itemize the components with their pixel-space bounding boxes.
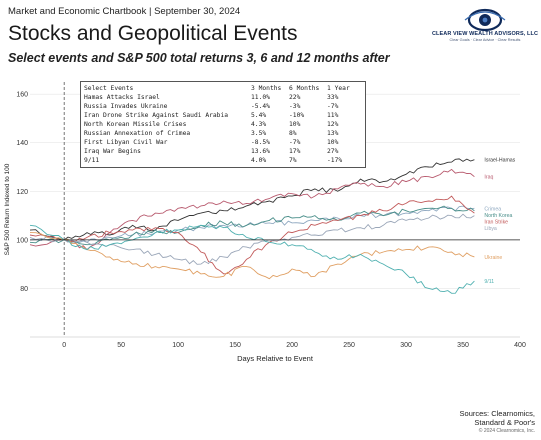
source-note: Sources: Clearnomics, Standard & Poor's [460,409,535,427]
table-cell: Iran Drone Strike Against Saudi Arabia [84,112,229,119]
eye-logo-icon [464,8,506,32]
logo-tagline: Clear Goals · Clear Advice · Clear Resul… [449,38,521,42]
series-label: Crimea [484,206,501,212]
table-row: Russian Annexation of Crimea 3.5% 8% 13% [81,130,365,138]
table-cell: Russia Invades Ukraine [84,103,168,110]
chart-subtitle: Select events and S&P 500 total returns … [8,51,390,65]
table-cell: -7% [327,103,339,110]
table-cell: 7% [289,157,297,164]
logo-name: CLEAR VIEW WEALTH ADVISORS, LLC [431,31,539,37]
chartbook-header: Market and Economic Chartbook | Septembe… [8,6,241,17]
y-tick-label: 120 [16,189,28,196]
source-line-1: Sources: Clearnomics, [459,409,535,418]
y-tick-label: 80 [20,286,28,293]
x-tick-label: 350 [457,342,469,349]
table-cell: 10% [327,139,339,146]
table-cell: 3.5% [251,130,267,137]
x-tick-label: 0 [62,342,66,349]
table-cell: -5.4% [251,103,270,110]
table-cell: 9/11 [84,157,100,164]
series-label: Iran Strike [484,219,508,225]
x-tick-label: 100 [172,342,184,349]
axes: 80 100 120 140 160 0 50 100 150 200 250 300 350 400 [16,82,526,349]
series-line [29,195,475,275]
series-line [29,232,475,280]
table-cell: 4.3% [251,121,267,128]
table-cell: 10% [289,121,301,128]
series-label: Iraq [484,175,493,181]
table-row: Iraq War Begins 13.6% 17% 27% [81,148,365,156]
table-header-cell: Select Events [84,85,134,92]
x-tick-label: 50 [117,342,125,349]
table-cell: -8.5% [251,139,270,146]
series-line [29,205,475,246]
x-tick-label: 150 [229,342,241,349]
series-label: North Korea [484,213,512,219]
table-row: First Libyan Civil War -8.5% -7% 10% [81,139,365,147]
table-cell: 4.0% [251,157,267,164]
table-cell: 11% [327,112,339,119]
series-label: Libya [484,226,497,232]
table-cell: 13% [327,130,339,137]
series-line [29,168,475,251]
table-header-cell: 1 Year [327,85,350,92]
table-header-cell: 6 Months [289,85,320,92]
table-cell: -7% [289,139,301,146]
table-cell: 33% [327,94,339,101]
table-cell: 5.4% [251,112,267,119]
series-label: Israel-Hamas [484,158,515,164]
table-cell: North Korean Missile Crises [84,121,187,128]
table-cell: 11.0% [251,94,270,101]
table-cell: Hamas Attacks Israel [84,94,160,101]
series-line [29,224,475,294]
series-line [29,158,475,241]
y-tick-label: 140 [16,140,28,147]
series-label: Ukraine [484,255,502,261]
series-line [29,213,475,265]
table-cell: -17% [327,157,343,164]
table-cell: 22% [289,94,301,101]
table-cell: Iraq War Begins [84,148,141,155]
table-cell: -3% [289,103,301,110]
table-cell: 12% [327,121,339,128]
table-header-cell: 3 Months [251,85,282,92]
events-returns-table: Select Events 3 Months 6 Months 1 Year Hamas… [80,81,366,168]
y-tick-label: 160 [16,92,28,99]
table-cell: First Libyan Civil War [84,139,168,146]
x-tick-label: 200 [286,342,298,349]
chart-title: Stocks and Geopolitical Events [8,22,298,45]
table-row: 9/11 4.0% 7% -17% [81,157,365,165]
x-axis-label: Days Relative to Event [237,354,314,363]
x-tick-label: 300 [400,342,412,349]
table-row: Russia Invades Ukraine -5.4% -3% -7% [81,103,365,111]
source-line-2: Standard & Poor's [474,418,535,427]
series-lines [29,158,475,294]
table-header-row: Select Events 3 Months 6 Months 1 Year [81,85,365,93]
table-cell: 8% [289,130,297,137]
table-cell: Russian Annexation of Crimea [84,130,191,137]
table-row: Iran Drone Strike Against Saudi Arabia 5.… [81,112,365,120]
table-cell: 17% [289,148,301,155]
table-row: North Korean Missile Crises 4.3% 10% 12% [81,121,365,129]
y-axis-label: S&P 500 Return Indexed to 100 [4,163,11,255]
y-tick-label: 100 [16,237,28,244]
x-tick-label: 250 [343,342,355,349]
table-row: Hamas Attacks Israel 11.0% 22% 33% [81,94,365,102]
series-label: 9/11 [484,279,494,285]
table-cell: 13.6% [251,148,270,155]
copyright: © 2024 Clearnomics, Inc. [478,428,535,434]
table-cell: -10% [289,112,305,119]
x-tick-label: 400 [514,342,526,349]
table-cell: 27% [327,148,339,155]
